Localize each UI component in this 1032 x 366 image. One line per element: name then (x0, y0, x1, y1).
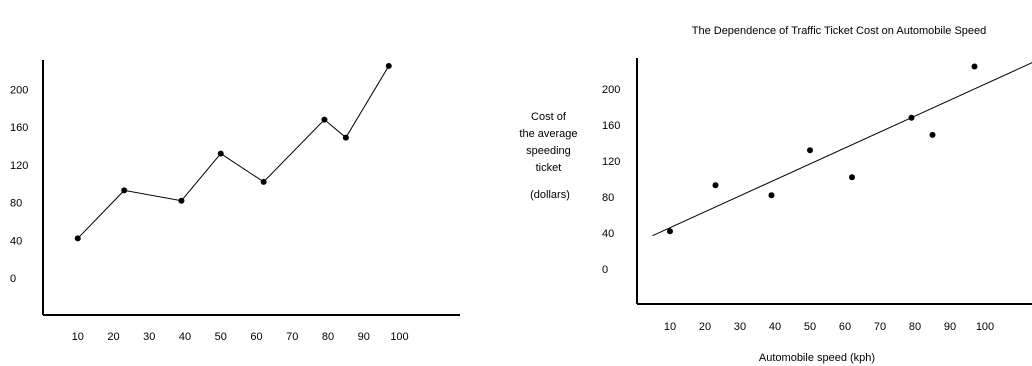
y-axis-label-line: ticket (536, 162, 562, 174)
data-point (712, 182, 719, 189)
data-point (385, 62, 392, 69)
x-tick-label: 90 (944, 321, 956, 333)
y-tick-label: 40 (602, 228, 614, 240)
x-tick-label: 90 (358, 331, 370, 343)
data-point (321, 116, 328, 123)
x-tick-label: 40 (769, 321, 781, 333)
y-tick-label: 0 (10, 273, 16, 285)
x-axis-label: Automobile speed (kph) (759, 352, 875, 364)
series-line (77, 65, 390, 239)
chart-right-scatter: The Dependence of Traffic Ticket Cost on… (519, 25, 1032, 364)
x-tick-label: 50 (215, 331, 227, 343)
x-tick-label: 10 (664, 321, 676, 333)
x-tick-label: 30 (734, 321, 746, 333)
data-point (849, 174, 855, 181)
y-axis-label-line: Cost of (531, 111, 567, 123)
y-tick-label: 200 (10, 85, 28, 97)
y-axis-label-line: speeding (526, 145, 571, 157)
data-point (217, 150, 224, 157)
x-tick-label: 60 (839, 321, 851, 333)
y-tick-label: 80 (10, 198, 22, 210)
data-point (342, 134, 349, 141)
x-tick-label: 80 (322, 331, 334, 343)
y-axis-label-line: (dollars) (530, 189, 570, 201)
x-tick-label: 20 (107, 331, 119, 343)
y-tick-label: 0 (602, 264, 608, 276)
trend-line (652, 62, 1032, 237)
x-tick-label: 100 (390, 331, 408, 343)
x-tick-label: 20 (699, 321, 711, 333)
data-point (121, 187, 128, 194)
data-point (260, 178, 267, 185)
y-tick-label: 160 (10, 122, 28, 134)
y-tick-label: 200 (602, 84, 620, 96)
y-tick-label: 120 (602, 156, 620, 168)
y-tick-label: 160 (602, 120, 620, 132)
x-tick-label: 100 (976, 321, 994, 333)
x-tick-label: 70 (286, 331, 298, 343)
x-tick-label: 60 (250, 331, 262, 343)
x-tick-label: 50 (804, 321, 816, 333)
y-axis-label-line: the average (519, 128, 577, 140)
x-tick-label: 70 (874, 321, 886, 333)
x-tick-label: 40 (179, 331, 191, 343)
data-point (74, 235, 81, 242)
data-point (768, 192, 775, 199)
data-point (807, 147, 813, 154)
y-tick-label: 120 (10, 160, 28, 172)
data-point (971, 63, 978, 70)
x-tick-label: 10 (72, 331, 84, 343)
y-tick-label: 80 (602, 192, 614, 204)
chart-left-line: 0 40 80 120 160 200 10 20 30 40 50 60 70 80 90 100 (10, 60, 460, 343)
x-tick-label: 80 (909, 321, 921, 333)
chart-title: The Dependence of Traffic Ticket Cost on… (692, 25, 987, 37)
y-tick-label: 40 (10, 235, 22, 247)
data-point (908, 114, 915, 121)
y-axis-label: Cost of the average speeding ticket (dol… (519, 111, 580, 201)
data-point (178, 197, 185, 204)
x-tick-label: 30 (143, 331, 155, 343)
data-point (929, 131, 936, 138)
data-point (667, 228, 673, 235)
